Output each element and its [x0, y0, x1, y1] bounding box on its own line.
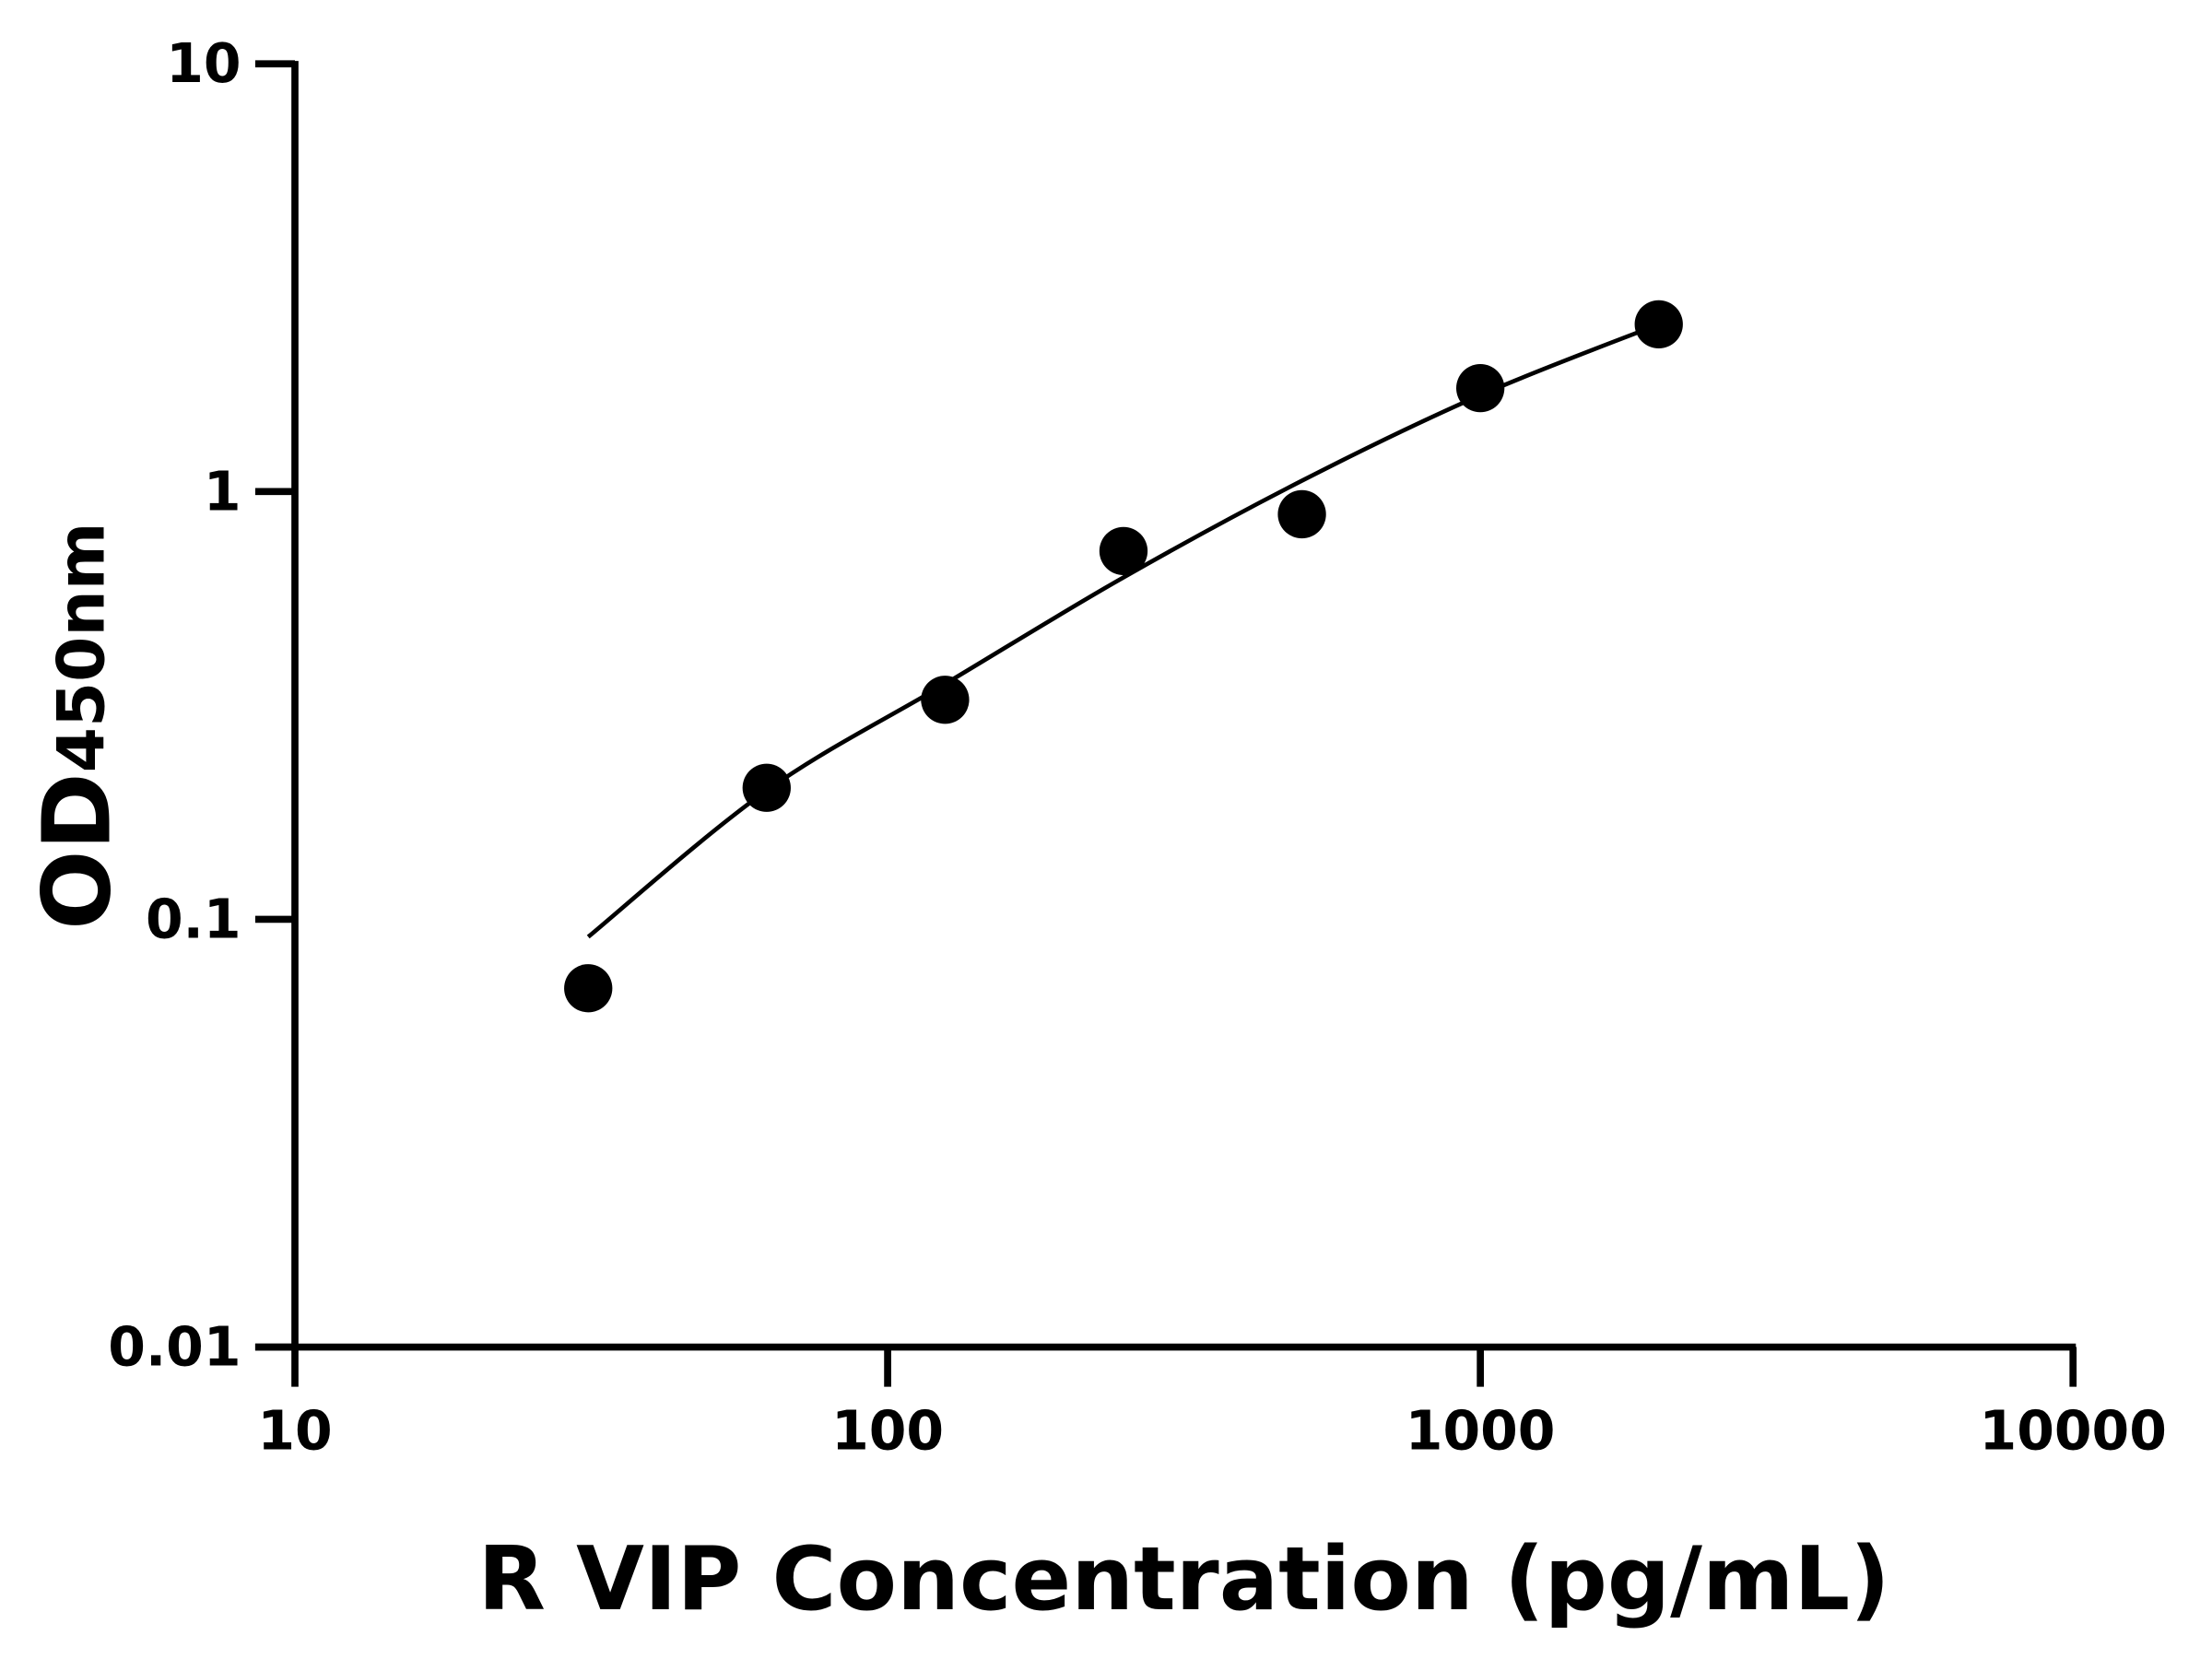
y-tick-label: 0.1	[146, 888, 241, 950]
x-ticks: 10 100 1000 10000	[257, 1347, 2167, 1462]
y-tick-label: 1	[204, 460, 241, 523]
y-tick-label: 0.01	[108, 1316, 241, 1379]
x-tick-label: 10	[257, 1399, 332, 1462]
data-point	[1634, 300, 1683, 349]
y-tick-label: 10	[166, 32, 241, 95]
data-point	[742, 763, 791, 812]
fitted-curve	[586, 322, 1660, 939]
y-axis-label-subscript: 450nm	[42, 523, 119, 773]
y-axis-label-main: OD	[22, 772, 131, 930]
data-point	[921, 676, 970, 724]
x-tick-label: 10000	[1980, 1399, 2167, 1462]
data-point	[1456, 363, 1505, 413]
x-axis-label: R VIP Concentration (pg/mL)	[478, 1528, 1890, 1630]
data-point	[1099, 526, 1148, 576]
y-axis-label: OD450nm	[22, 523, 131, 930]
data-point	[564, 964, 613, 1013]
axes	[254, 61, 2077, 1351]
x-tick-label: 100	[831, 1399, 944, 1462]
data-point	[1277, 489, 1326, 539]
x-tick-label: 1000	[1406, 1399, 1556, 1462]
y-ticks: 0.01 0.1 1 10	[108, 32, 295, 1379]
data-points	[564, 300, 1683, 1013]
